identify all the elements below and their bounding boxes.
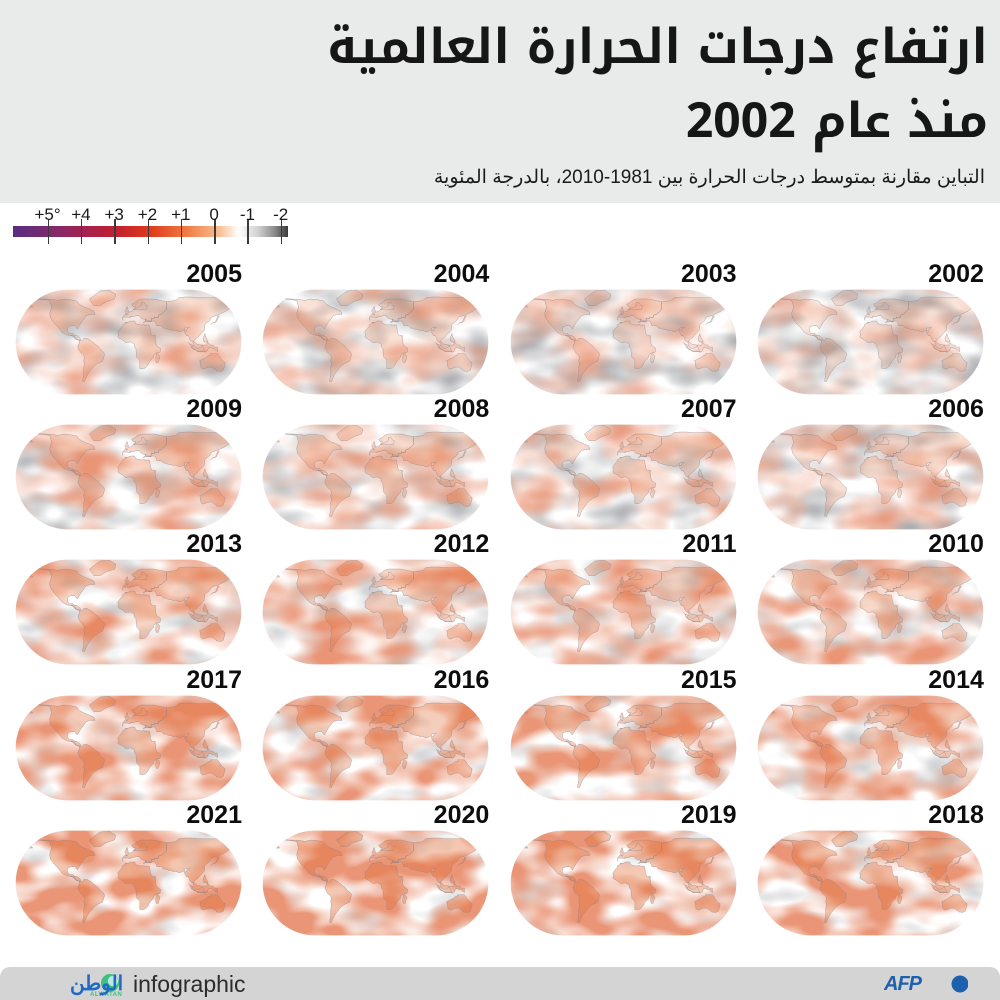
svg-text:AFP: AFP: [884, 973, 923, 995]
